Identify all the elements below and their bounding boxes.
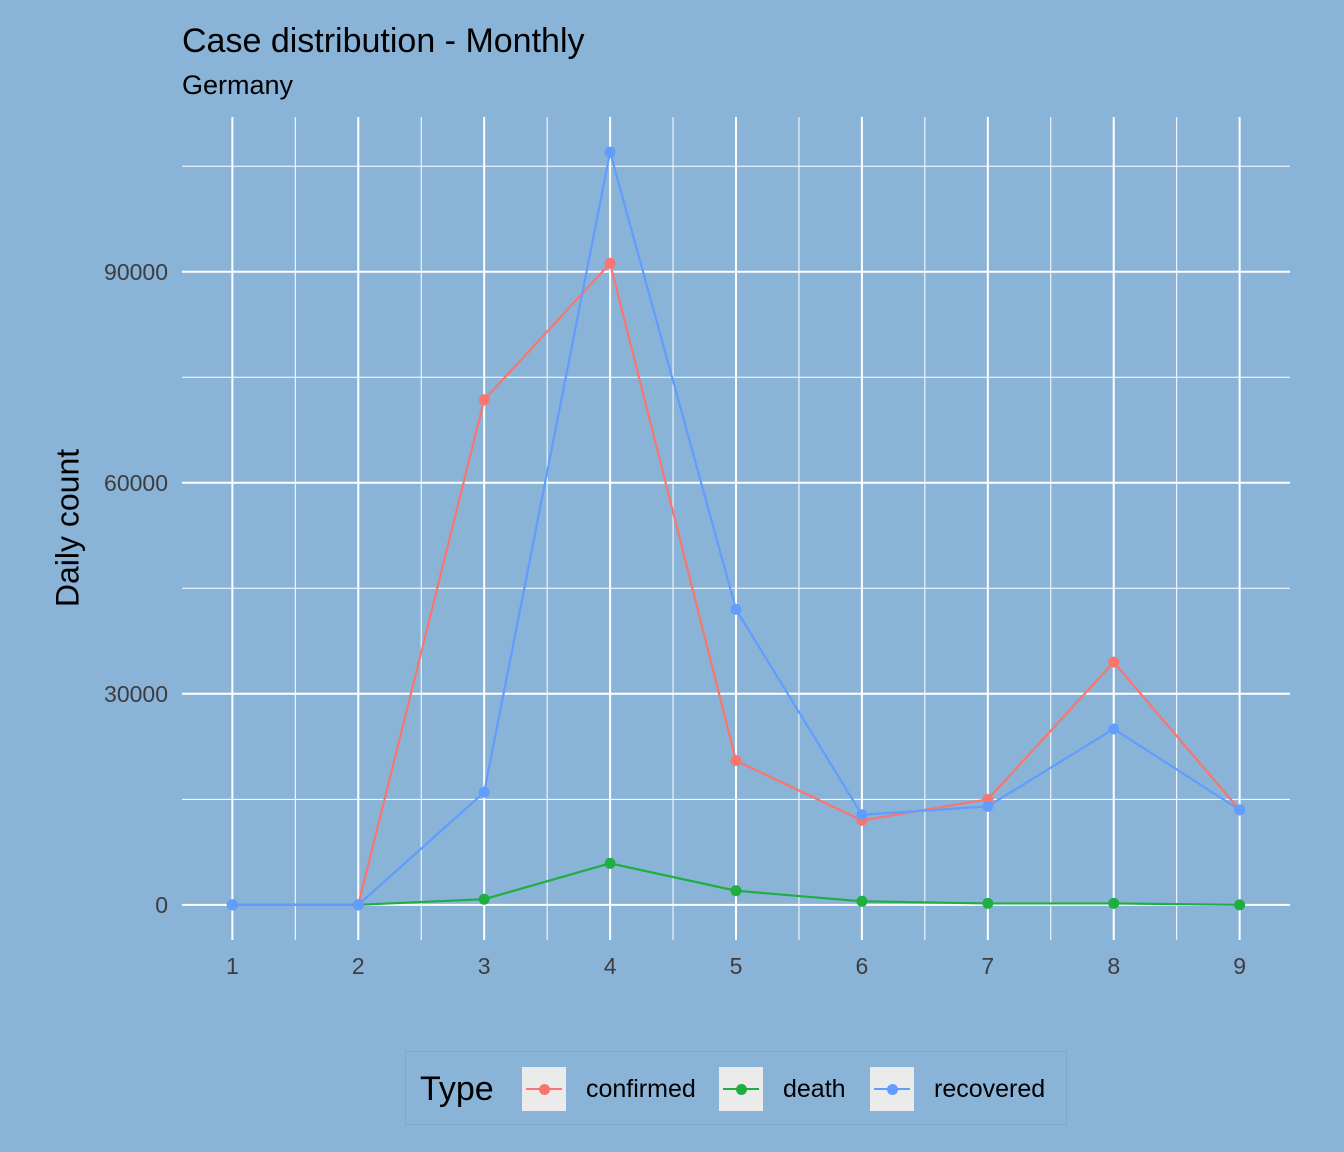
data-point-confirmed <box>478 394 490 406</box>
data-point-recovered <box>1108 723 1120 735</box>
data-point-recovered <box>856 809 868 821</box>
chart-subtitle: Germany <box>182 70 294 100</box>
y-tick-label: 0 <box>155 892 168 918</box>
legend-label: confirmed <box>586 1074 696 1103</box>
x-tick-label: 9 <box>1233 953 1246 979</box>
legend-dot-icon <box>736 1084 747 1095</box>
legend-title: Type <box>420 1070 494 1108</box>
data-point-recovered <box>352 899 364 911</box>
data-point-death <box>982 897 994 909</box>
x-tick-label: 1 <box>226 953 239 979</box>
data-point-recovered <box>730 603 742 615</box>
legend-dot-icon <box>539 1084 550 1095</box>
legend-item-death: death <box>719 1066 846 1112</box>
x-tick-label: 5 <box>730 953 743 979</box>
y-axis-label: Daily count <box>49 448 86 608</box>
legend-label: recovered <box>934 1074 1046 1103</box>
legend-dot-icon <box>887 1084 898 1095</box>
data-point-death <box>1108 897 1120 909</box>
data-point-confirmed <box>730 755 742 767</box>
x-tick-label: 7 <box>981 953 994 979</box>
data-point-recovered <box>982 800 994 812</box>
data-point-recovered <box>604 146 616 158</box>
y-tick-label: 30000 <box>104 681 168 707</box>
legend-key-death <box>719 1067 763 1111</box>
legend-label: death <box>783 1074 846 1103</box>
data-point-recovered <box>226 899 238 911</box>
data-point-confirmed <box>604 257 616 269</box>
legend-item-recovered: recovered <box>870 1066 1045 1112</box>
data-point-recovered <box>1234 804 1246 816</box>
legend-key-confirmed <box>522 1067 566 1111</box>
data-point-death <box>856 895 868 907</box>
legend-item-confirmed: confirmed <box>522 1066 696 1112</box>
y-tick-label: 60000 <box>104 470 168 496</box>
x-tick-label: 8 <box>1107 953 1120 979</box>
x-tick-label: 4 <box>604 953 617 979</box>
data-point-death <box>478 893 490 905</box>
data-point-death <box>730 885 742 897</box>
data-point-recovered <box>478 786 490 798</box>
x-tick-label: 3 <box>478 953 491 979</box>
y-tick-label: 90000 <box>104 259 168 285</box>
x-tick-label: 2 <box>352 953 365 979</box>
data-point-confirmed <box>1108 656 1120 668</box>
legend: Type confirmed death recovered <box>405 1051 1067 1125</box>
x-tick-label: 6 <box>856 953 869 979</box>
chart-title: Case distribution - Monthly <box>182 22 585 60</box>
data-point-death <box>604 857 616 869</box>
data-point-death <box>1234 899 1246 911</box>
legend-key-recovered <box>870 1067 914 1111</box>
